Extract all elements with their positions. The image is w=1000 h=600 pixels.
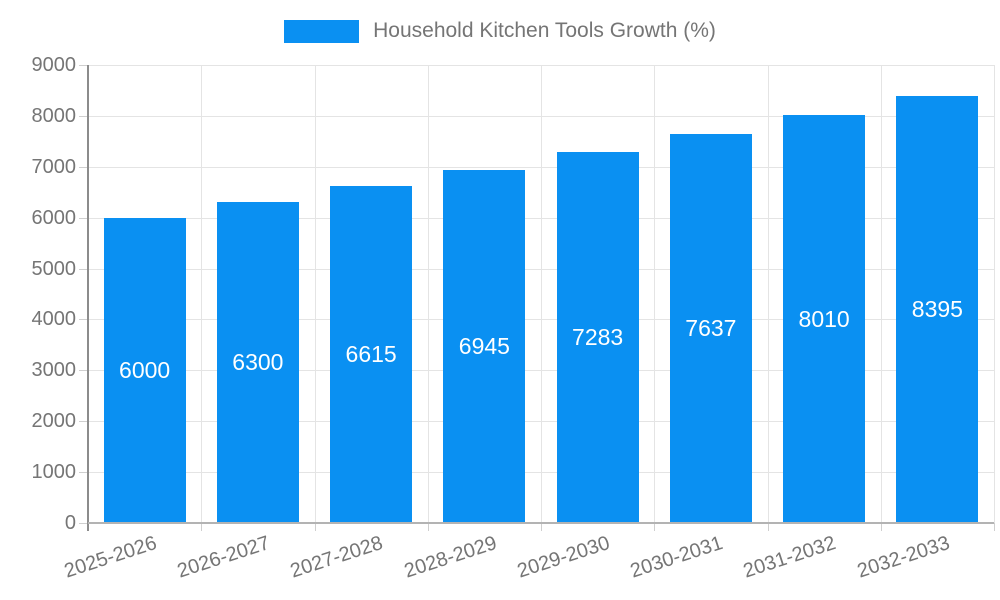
bar-value-label: 6300 bbox=[232, 349, 284, 376]
y-axis-line bbox=[87, 65, 89, 531]
x-axis-label: 2027-2028 bbox=[288, 532, 386, 583]
y-axis-tick bbox=[79, 166, 88, 168]
x-axis-label: 2030-2031 bbox=[627, 532, 726, 583]
y-axis-label: 2000 bbox=[31, 410, 77, 433]
x-gridline bbox=[314, 65, 316, 523]
bar: 8010 bbox=[783, 115, 866, 523]
y-axis-label: 1000 bbox=[31, 461, 77, 484]
x-axis-label: 2026-2027 bbox=[174, 532, 273, 583]
y-axis-label: 5000 bbox=[31, 257, 77, 280]
x-axis-tick bbox=[427, 523, 429, 531]
x-axis-label: 2032-2033 bbox=[854, 532, 953, 583]
bar: 6000 bbox=[103, 217, 186, 523]
y-axis-tick bbox=[79, 115, 88, 117]
bar-value-label: 6945 bbox=[458, 332, 510, 359]
y-axis-tick bbox=[79, 319, 88, 321]
x-axis-label: 2031-2032 bbox=[741, 532, 839, 583]
y-axis-label: 3000 bbox=[31, 359, 77, 382]
bar: 8395 bbox=[896, 95, 979, 523]
bar: 7637 bbox=[669, 134, 752, 523]
bar: 6300 bbox=[216, 202, 299, 523]
bar-value-label: 6000 bbox=[119, 356, 171, 383]
y-axis-tick bbox=[79, 217, 88, 219]
x-gridline bbox=[654, 65, 656, 523]
y-axis-label: 7000 bbox=[31, 155, 77, 178]
x-axis-tick bbox=[994, 523, 995, 531]
bar-value-label: 8010 bbox=[798, 305, 850, 332]
y-axis-tick bbox=[79, 268, 88, 270]
x-axis-label: 2028-2029 bbox=[401, 532, 500, 583]
x-axis-tick bbox=[654, 523, 656, 531]
y-axis-label: 8000 bbox=[31, 104, 77, 127]
bar: 7283 bbox=[556, 152, 639, 523]
x-gridline bbox=[994, 65, 995, 523]
bar-value-label: 7637 bbox=[685, 315, 737, 342]
x-gridline bbox=[880, 65, 882, 523]
y-axis-label: 0 bbox=[64, 512, 76, 534]
y-axis-tick bbox=[79, 472, 88, 474]
x-gridline bbox=[201, 65, 203, 523]
bar-value-label: 6615 bbox=[345, 341, 397, 368]
x-gridline bbox=[427, 65, 429, 523]
bar-value-label: 8395 bbox=[911, 295, 963, 322]
x-axis-tick bbox=[767, 523, 769, 531]
legend-swatch bbox=[284, 19, 360, 43]
x-axis-tick bbox=[314, 523, 316, 531]
x-gridline bbox=[541, 65, 542, 523]
y-axis-tick bbox=[79, 370, 88, 372]
bar: 6615 bbox=[330, 186, 413, 523]
x-axis-tick bbox=[880, 523, 882, 531]
chart-legend: Household Kitchen Tools Growth (%) bbox=[0, 19, 1000, 43]
bar: 6945 bbox=[443, 169, 526, 523]
x-axis-label: 2025-2026 bbox=[61, 532, 160, 583]
y-axis-label: 4000 bbox=[31, 308, 77, 331]
x-axis-tick bbox=[201, 523, 203, 531]
y-axis-tick bbox=[79, 523, 88, 524]
legend-label: Household Kitchen Tools Growth (%) bbox=[373, 19, 716, 42]
y-axis-tick bbox=[79, 421, 88, 423]
bar-value-label: 7283 bbox=[572, 324, 624, 351]
x-gridline bbox=[767, 65, 769, 523]
x-axis-label: 2029-2030 bbox=[514, 532, 613, 583]
x-axis-tick bbox=[541, 523, 542, 531]
y-axis-label: 9000 bbox=[31, 54, 77, 76]
x-axis-line bbox=[88, 522, 994, 524]
y-axis-label: 6000 bbox=[31, 206, 77, 229]
y-axis-tick bbox=[79, 65, 88, 66]
